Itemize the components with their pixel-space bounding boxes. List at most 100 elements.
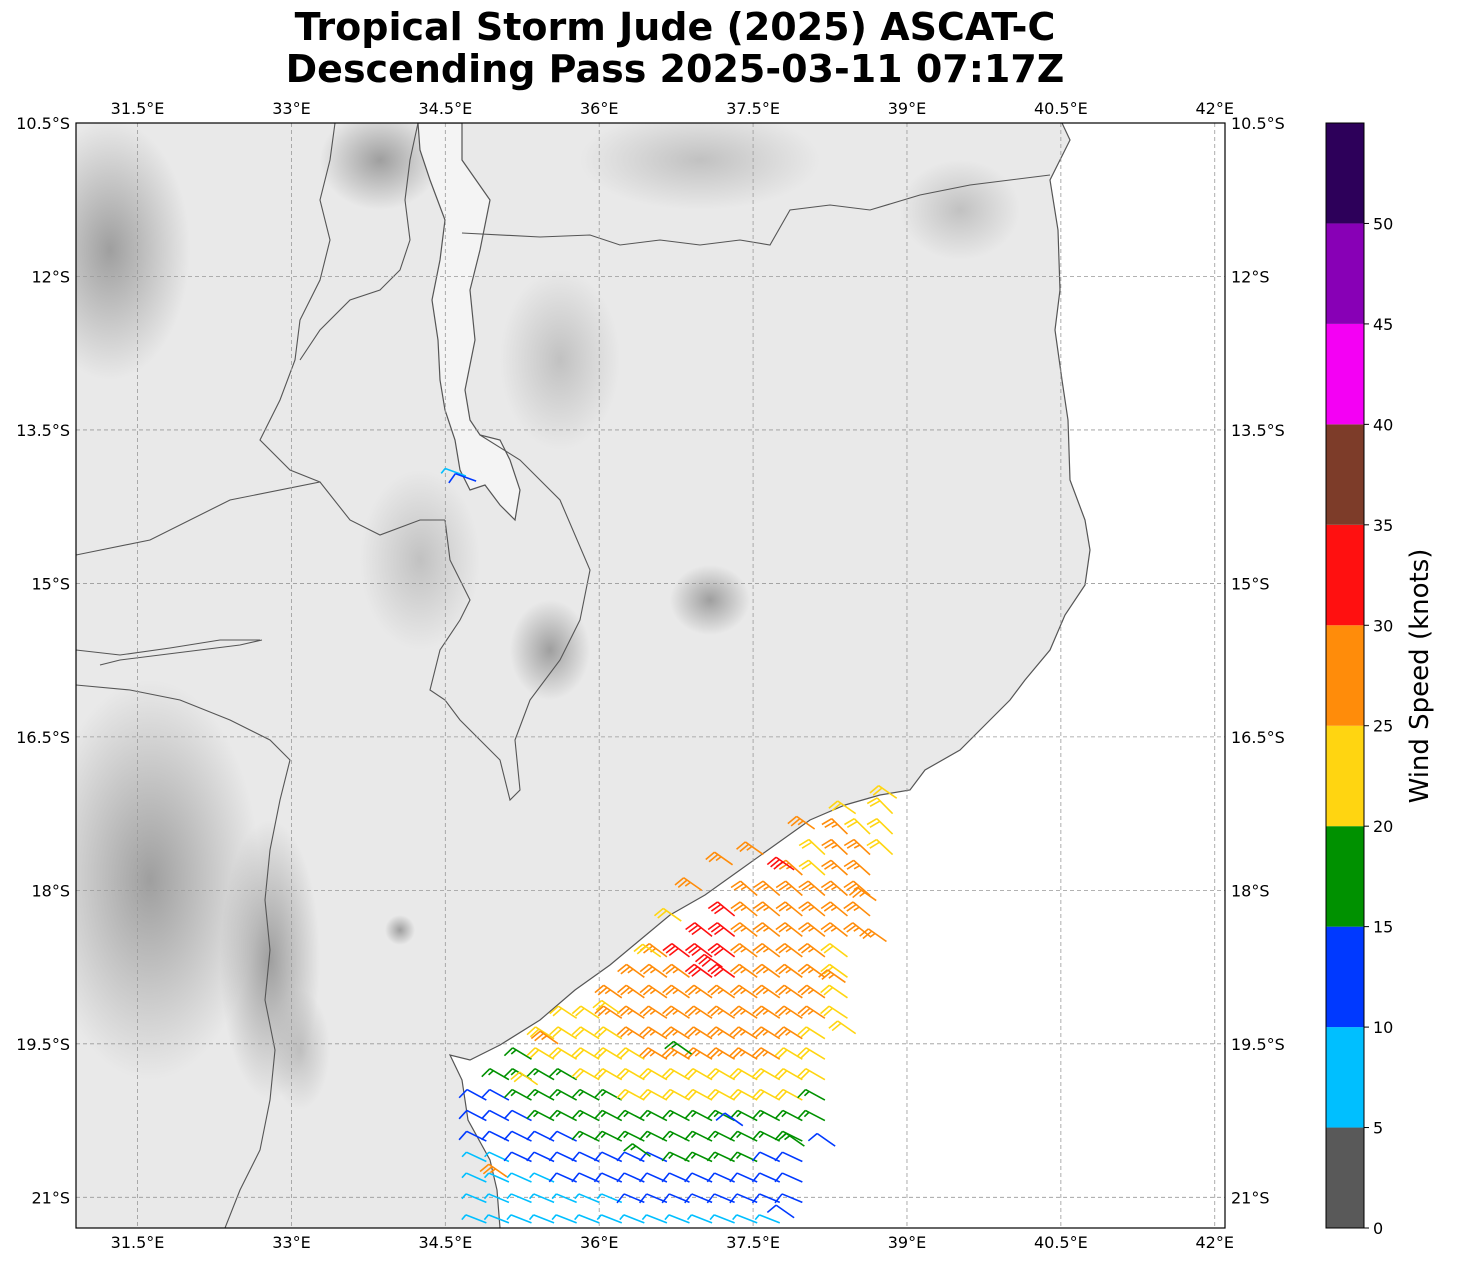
lon-tick-label-top: 36°E <box>580 99 618 118</box>
wind-barb <box>715 1112 744 1127</box>
wind-barb <box>684 1088 713 1101</box>
wind-barb <box>774 1109 803 1122</box>
lon-tick-label-top: 33°E <box>272 99 310 118</box>
lon-tick-label-bottom: 36°E <box>580 1233 618 1252</box>
lon-tick-label-top: 31.5°E <box>111 99 165 118</box>
colorbar-bin <box>1326 524 1364 626</box>
colorbar: 0 5 10 15 20 25 30 35 40 45 50 <box>1325 122 1393 1238</box>
wind-barb <box>551 1193 577 1204</box>
wind-barb <box>797 1026 826 1040</box>
wind-barb <box>483 1214 510 1224</box>
wind-barb <box>848 887 877 902</box>
wind-barb <box>661 1067 690 1081</box>
colorbar-tick-label: 20 <box>1373 817 1393 836</box>
terrain-highland <box>270 990 330 1110</box>
wind-barb <box>483 1172 510 1183</box>
wind-barb <box>684 1026 713 1040</box>
wind-barb <box>526 1026 555 1040</box>
wind-barb <box>448 472 477 484</box>
colorbar-tick-label: 50 <box>1373 214 1393 233</box>
wind-barb <box>859 928 887 943</box>
map-frame <box>75 122 1226 1229</box>
wind-barb <box>751 1109 781 1122</box>
wind-barb <box>619 1214 645 1224</box>
colorbar-tick-label: 5 <box>1373 1119 1383 1138</box>
wind-barb <box>798 838 826 856</box>
wind-barb <box>684 1067 713 1081</box>
terrain-highland <box>360 470 480 650</box>
wind-barb <box>684 984 713 999</box>
wind-barb <box>664 1214 690 1224</box>
wind-barb <box>684 942 713 958</box>
wind-barb <box>594 1026 623 1040</box>
wind-barb <box>481 1109 510 1122</box>
wind-barb <box>461 1193 487 1204</box>
terrain-highland <box>76 680 260 1080</box>
wind-barb <box>828 800 857 815</box>
wind-barb <box>706 1109 735 1122</box>
wind-barb <box>506 1214 532 1224</box>
wind-barb <box>503 1088 532 1101</box>
country-borders <box>76 123 1051 1228</box>
wind-barb <box>820 880 848 897</box>
colorbar-bin <box>1326 826 1364 927</box>
colorbar-tick-label: 45 <box>1373 315 1393 334</box>
wind-barb <box>729 1005 758 1019</box>
wind-barb <box>820 901 848 917</box>
wind-barb <box>732 1214 758 1224</box>
wind-barb <box>661 1109 690 1122</box>
wind-barb <box>797 1005 826 1019</box>
wind-barb <box>526 1067 555 1081</box>
wind-barb <box>818 969 846 984</box>
wind-barb <box>479 1163 508 1178</box>
wind-barb <box>706 1047 736 1060</box>
wind-barb <box>707 1026 736 1040</box>
wind-barb <box>510 1071 539 1086</box>
wind-barb <box>616 1026 645 1040</box>
wind-barb <box>777 1132 805 1147</box>
wind-barb <box>820 922 848 938</box>
colorbar-bin <box>1326 625 1364 726</box>
map-plot-area <box>76 123 1225 1228</box>
lat-tick-label-left: 12°S <box>31 267 70 286</box>
wind-barb <box>549 1026 578 1040</box>
wind-barb <box>548 1047 578 1060</box>
wind-barb <box>674 877 703 892</box>
gridlines <box>76 123 1225 1228</box>
wind-barb <box>684 1109 713 1122</box>
wind-barb <box>730 901 758 917</box>
lon-tick-label-bottom: 34.5°E <box>418 1233 472 1252</box>
colorbar-tick-label: 10 <box>1373 1018 1393 1037</box>
colorbar-bin <box>1326 926 1364 1028</box>
colorbar-tick-label: 30 <box>1373 616 1393 635</box>
wind-barb <box>639 1005 668 1019</box>
wind-barb <box>752 984 781 999</box>
lon-tick-label-top: 37.5°E <box>726 99 780 118</box>
colorbar-tick-label: 0 <box>1373 1219 1383 1238</box>
wind-barb <box>797 1067 826 1081</box>
wind-barb <box>662 942 690 958</box>
wind-barb <box>616 1109 645 1122</box>
wind-barb <box>594 1067 623 1081</box>
lat-tick-label-left: 19.5°S <box>16 1035 70 1054</box>
wind-barb <box>571 1067 600 1081</box>
wind-barb <box>661 1047 690 1060</box>
wind-barb <box>797 1109 826 1122</box>
wind-barb <box>639 1109 668 1122</box>
lat-tick-label-right: 12°S <box>1231 267 1270 286</box>
wind-barb <box>503 1109 532 1122</box>
wind-barb <box>506 1193 532 1204</box>
wind-barb <box>639 1026 668 1040</box>
terrain-highland <box>900 160 1020 260</box>
wind-barb <box>775 922 803 938</box>
wind-barbs-layer <box>440 467 898 1224</box>
wind-barb <box>461 1151 487 1163</box>
wind-barb <box>506 1172 532 1183</box>
wind-barb <box>551 1214 577 1224</box>
wind-barb <box>526 1109 555 1122</box>
lat-tick-label-left: 21°S <box>31 1188 70 1207</box>
colorbar-frame <box>1325 122 1365 1229</box>
wind-barb <box>729 1088 758 1101</box>
terrain-highland <box>510 600 590 700</box>
wind-barb <box>766 1204 795 1219</box>
